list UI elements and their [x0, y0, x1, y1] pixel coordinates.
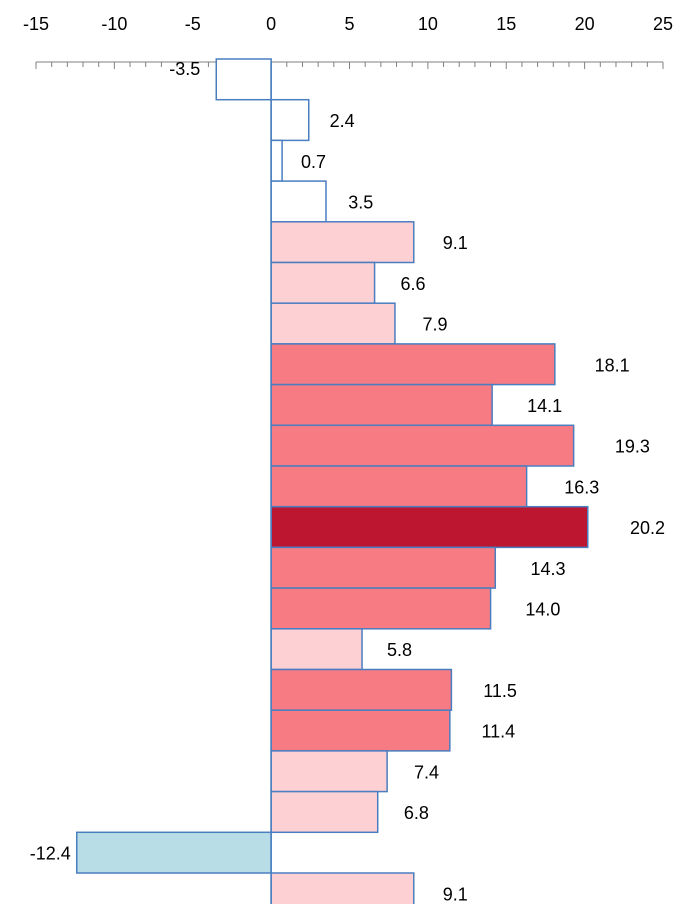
bar [270, 180, 327, 223]
x-tick-label: 15 [496, 14, 516, 34]
x-tick-label: -10 [101, 14, 127, 34]
bar [76, 831, 272, 874]
bar [270, 505, 589, 549]
bar [270, 750, 388, 793]
bar [270, 221, 415, 264]
data-label: 19.3 [615, 437, 650, 457]
data-label: 3.5 [348, 192, 373, 212]
bar [270, 98, 310, 142]
data-label: 16.3 [564, 477, 599, 497]
bar [270, 790, 379, 834]
data-labels: -3.5 2.4 0.7 3.5 9.1 6.6 7.9 18.1 14.1 19.3 16.3 20… [30, 59, 665, 904]
bar [215, 58, 272, 101]
data-label: -12.4 [30, 844, 71, 864]
data-label: 6.6 [401, 274, 426, 294]
x-axis: -15 -10 -5 0 5 10 15 20 25 [23, 14, 673, 69]
bar [270, 872, 415, 904]
data-label: 14.0 [525, 599, 560, 619]
bar [270, 587, 492, 630]
data-label: -3.5 [169, 59, 200, 79]
bar [270, 302, 396, 345]
bar [270, 465, 528, 508]
data-label: 2.4 [330, 111, 355, 131]
data-label: 14.1 [527, 396, 562, 416]
bars [76, 58, 589, 904]
data-label: 20.2 [630, 518, 665, 538]
data-label: 18.1 [595, 355, 630, 375]
x-tick-label: -5 [185, 14, 201, 34]
bar [270, 668, 453, 711]
x-tick-label: -15 [23, 14, 49, 34]
bar [270, 709, 451, 752]
data-label: 11.5 [483, 681, 517, 701]
x-tick-label: 5 [344, 14, 354, 34]
bar [270, 424, 575, 467]
x-tick-label: 25 [653, 14, 673, 34]
data-label: 9.1 [443, 884, 468, 904]
data-label: 9.1 [443, 233, 468, 253]
bar [270, 343, 556, 386]
bar [270, 261, 376, 304]
data-label: 11.4 [482, 722, 516, 742]
bar [270, 383, 493, 427]
bar [270, 628, 363, 671]
data-label: 5.8 [387, 640, 412, 660]
data-label: 6.8 [404, 803, 429, 823]
bar [270, 546, 497, 589]
data-label: 0.7 [301, 152, 326, 172]
x-tick-label: 0 [266, 14, 276, 34]
x-tick-label: 20 [575, 14, 595, 34]
data-label: 14.3 [530, 559, 565, 579]
x-tick-label: 10 [418, 14, 438, 34]
data-label: 7.4 [414, 762, 439, 782]
bar [270, 139, 283, 182]
data-label: 7.9 [422, 315, 447, 335]
